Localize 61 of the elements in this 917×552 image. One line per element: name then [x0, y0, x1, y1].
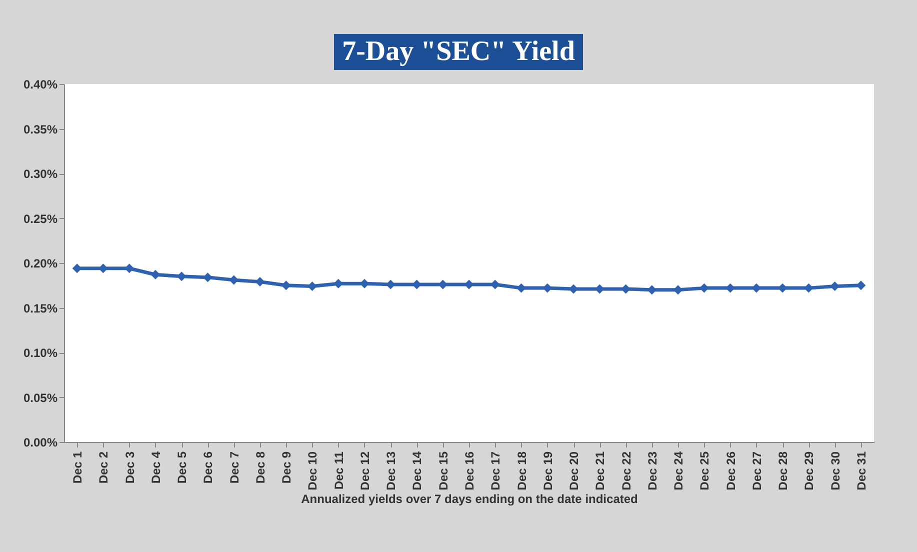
point: [752, 283, 762, 293]
point: [778, 283, 788, 293]
x-tick-label: Dec 9: [280, 451, 294, 484]
x-tick-label: Dec 7: [227, 451, 242, 484]
x-tick-label: Dec 11: [332, 451, 346, 490]
x-tick-label: Dec 21: [593, 451, 608, 490]
x-tick-label: Dec 3: [122, 451, 137, 484]
point: [856, 280, 866, 290]
y-tick-label: 0.10%: [23, 346, 58, 360]
x-tick-label: Dec 4: [148, 451, 163, 484]
chart-title: 7-Day "SEC" Yield: [334, 34, 583, 70]
point: [516, 283, 526, 293]
y-tick-label: 0.25%: [23, 212, 58, 226]
x-axis-title: Annualized yields over 7 days ending on the date indicated: [301, 492, 638, 506]
point: [647, 285, 657, 295]
x-tick-label: Dec 16: [462, 451, 476, 490]
x-tick-label: Dec 5: [175, 451, 190, 484]
x-tick-label: Dec 29: [802, 451, 816, 490]
x-tick-label: Dec 26: [724, 451, 738, 490]
x-tick-label: Dec 8: [253, 451, 268, 484]
point: [830, 282, 840, 292]
x-tick-label: Dec 25: [698, 451, 712, 490]
x-tick-label: Dec 12: [358, 451, 372, 490]
point: [72, 264, 82, 274]
point: [464, 280, 474, 290]
x-tick-label: Dec 15: [436, 451, 450, 490]
x-tick-label: Dec 18: [514, 451, 529, 490]
x-tick-label: Dec 30: [828, 451, 842, 490]
x-tick-label: Dec 13: [384, 451, 398, 490]
x-tick-label: Dec 6: [201, 451, 216, 484]
x-tick-label: Dec 2: [96, 451, 111, 484]
y-tick-label: 0.05%: [23, 390, 58, 405]
x-tick-label: Dec 20: [567, 451, 582, 490]
point: [176, 272, 186, 282]
y-tick-label: 0.20%: [23, 256, 58, 270]
point: [255, 277, 265, 287]
point: [412, 280, 422, 290]
y-tick-label: 0.40%: [23, 78, 58, 92]
point: [386, 280, 396, 290]
point: [281, 280, 291, 290]
y-tick-label: 0.30%: [23, 167, 58, 181]
x-tick-label: Dec 27: [750, 451, 764, 490]
x-tick-label: Dec 28: [776, 451, 790, 490]
y-tick-label: 0.35%: [23, 122, 58, 136]
x-tick-label: Dec 22: [619, 451, 634, 490]
x-tick-label: Dec 17: [488, 451, 503, 490]
y-tick-label: 0.00%: [23, 436, 58, 450]
x-tick-label: Dec 10: [306, 451, 320, 490]
y-tick-label: 0.15%: [23, 301, 58, 316]
x-tick-label: Dec 24: [672, 451, 686, 490]
x-tick-label: Dec 1: [70, 451, 85, 484]
x-tick-label: Dec 14: [410, 451, 424, 490]
point: [673, 285, 683, 295]
point: [307, 282, 317, 292]
point: [568, 284, 578, 294]
point: [699, 283, 709, 293]
x-tick-label: Dec 19: [540, 451, 555, 490]
point: [124, 264, 134, 274]
point: [150, 270, 160, 280]
x-tick-label: Dec 31: [854, 451, 868, 490]
x-tick-label: Dec 23: [645, 451, 660, 490]
